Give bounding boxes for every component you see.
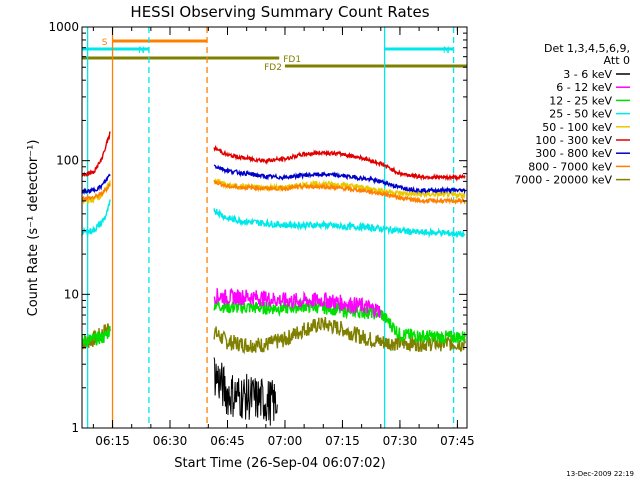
series-800-7000-kev bbox=[81, 179, 466, 205]
series-line bbox=[213, 164, 466, 195]
legend-label: 800 - 7000 keV bbox=[528, 160, 612, 173]
flag-label-n: N bbox=[138, 46, 145, 56]
x-tick-label: 07:45 bbox=[440, 434, 475, 448]
series-line bbox=[81, 199, 111, 237]
x-tick-label: 07:30 bbox=[383, 434, 418, 448]
legend-label: 300 - 800 keV bbox=[535, 147, 612, 160]
series-line bbox=[81, 325, 111, 349]
y-tick-label: 10 bbox=[64, 287, 79, 301]
series-line bbox=[213, 357, 278, 426]
flag-label-s: S bbox=[102, 38, 108, 48]
x-tick-label: 07:00 bbox=[268, 434, 303, 448]
legend-label: 50 - 100 keV bbox=[542, 121, 612, 134]
y-tick-label: 1 bbox=[71, 421, 79, 435]
legend-label: 100 - 300 keV bbox=[535, 134, 612, 147]
series-6-12-kev bbox=[213, 287, 382, 319]
series-25-50-kev bbox=[81, 199, 466, 239]
legend-header-2: Att 0 bbox=[604, 54, 630, 67]
series-line bbox=[81, 180, 111, 205]
x-tick-label: 06:45 bbox=[210, 434, 245, 448]
legend-label: 3 - 6 keV bbox=[563, 68, 612, 81]
series-3-6-kev bbox=[213, 357, 278, 426]
x-tick-label: 06:15 bbox=[95, 434, 130, 448]
series-300-800-kev bbox=[81, 164, 466, 195]
x-tick-label: 06:30 bbox=[153, 434, 188, 448]
flag-label-fd1: FD1 bbox=[283, 55, 301, 65]
flag-label-fd2: FD2 bbox=[264, 63, 282, 73]
y-tick-label: 100 bbox=[56, 154, 79, 168]
legend-header-1: Det 1,3,4,5,6,9, bbox=[544, 42, 630, 55]
series-line bbox=[213, 179, 466, 205]
chart-title: HESSI Observing Summary Count Rates bbox=[130, 3, 429, 21]
axes: 1 10 100 1000 06:15 06:30 06:45 07:00 07:15 07:30… bbox=[48, 20, 474, 448]
x-axis-label: Start Time (26-Sep-04 06:07:02) bbox=[174, 456, 385, 471]
legend-label: 7000 - 20000 keV bbox=[514, 174, 612, 187]
x-tick-label: 07:15 bbox=[325, 434, 360, 448]
series-line bbox=[213, 317, 466, 355]
series-line bbox=[81, 131, 111, 178]
footer-date: 13-Dec-2009 22:19 bbox=[566, 470, 634, 478]
plot-frame bbox=[81, 26, 468, 429]
series-layer bbox=[81, 131, 466, 426]
series-line bbox=[213, 287, 382, 319]
legend-label: 12 - 25 keV bbox=[549, 94, 612, 107]
series-line bbox=[81, 183, 111, 203]
series-100-300-kev bbox=[81, 131, 466, 182]
legend-label: 6 - 12 keV bbox=[556, 81, 612, 94]
y-tick-label: 1000 bbox=[48, 20, 79, 34]
series-line bbox=[213, 208, 466, 239]
y-axis-label: Count Rate (s⁻¹ detector⁻¹) bbox=[26, 140, 41, 317]
flag-label-n: N bbox=[443, 46, 450, 56]
vertical-markers bbox=[86, 27, 455, 428]
legend-label: 25 - 50 keV bbox=[549, 108, 612, 121]
series-line bbox=[81, 173, 111, 195]
series-7000-20000-kev bbox=[81, 317, 466, 355]
series-line bbox=[213, 144, 466, 182]
